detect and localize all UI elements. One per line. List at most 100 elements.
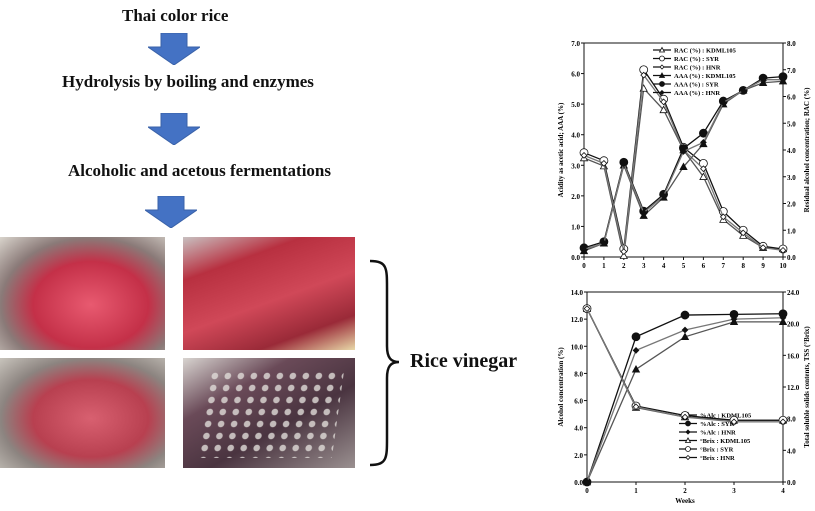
x-tick-label: 10 [780,262,788,270]
chart-acidity-alcohol: 0.0 1.0 2.0 3.0 4.0 5.0 6.0 7.0 0.0 1.0 2.0 3.0 4.0 5… [557,40,811,270]
data-point [681,326,689,334]
data-point [680,148,687,155]
data-point [779,314,787,322]
legend-marker [658,46,666,53]
legend-label: %Alc : HNR [700,430,736,437]
legend-label: %Alc : SYR [700,421,735,428]
data-point [580,245,588,253]
data-point [632,403,640,411]
y2-tick-label: 7.0 [787,67,796,75]
brace-icon [369,259,400,467]
data-point [640,71,648,79]
data-point [730,315,738,323]
y2-axis-label: Total soluble solids contents, TSS (°Bri… [803,326,811,448]
x-tick-label: 5 [682,262,686,270]
y2-tick-label: 20.0 [787,321,800,329]
data-point [600,239,608,247]
series-line [583,87,784,256]
arrow-down-icon [145,196,197,228]
x-tick-label: 0 [585,487,589,495]
data-point [680,332,690,340]
y2-tick-label: 6.0 [787,94,796,102]
legend-marker [658,72,666,78]
chart-alcohol-brix: 0.0 2.0 4.0 6.0 8.0 10.0 12.0 14.0 0.0 4.0 8.0 12.0… [557,289,811,505]
x-tick-label: 1 [634,487,638,495]
data-point [739,229,747,237]
y2-tick-label: 16.0 [787,352,800,360]
legend-marker [685,454,691,461]
data-point [680,310,690,320]
data-point [778,317,788,326]
y-tick-label: 12.0 [571,316,584,324]
data-point [730,418,738,426]
y-tick-label: 6.0 [574,398,583,406]
data-point [779,76,787,84]
y2-tick-label: 2.0 [787,201,796,209]
x-tick-label: 3 [732,487,736,495]
legend-label: AAA (%) : HNR [674,90,720,97]
y-axis-label: Alcohol concentration (%) [557,347,565,427]
data-point [719,213,727,221]
data-point [681,413,689,421]
y-tick-label: 8.0 [574,370,583,378]
y-tick-label: 4.0 [574,425,583,433]
data-point [620,160,628,168]
data-point [631,332,641,342]
y-tick-label: 10.0 [571,343,584,351]
y2-tick-label: 0.0 [787,479,796,487]
data-point [583,305,591,312]
legend-marker [685,446,691,452]
legend-label: °Brix : HNR [700,455,735,462]
x-tick-label: 8 [741,262,745,270]
y-tick-label: 2.0 [574,452,583,460]
step-fermentation: Alcoholic and acetous fermentations [68,161,332,180]
x-tick-label: 7 [722,262,726,270]
y-tick-label: 4.0 [571,132,580,140]
y2-tick-label: 4.0 [787,147,796,155]
y-tick-label: 2.0 [571,193,580,201]
y2-tick-label: 24.0 [787,289,800,297]
data-point [600,160,608,167]
data-point [779,246,787,254]
data-point [739,87,747,94]
y2-tick-label: 5.0 [787,120,796,128]
x-tick-label: 4 [781,487,785,495]
data-point [660,192,667,200]
legend-marker [659,89,665,96]
y2-tick-label: 1.0 [787,227,796,235]
y-tick-label: 7.0 [571,40,580,48]
data-point [759,76,767,84]
data-point [700,165,707,173]
arrow-down-icon [148,33,200,65]
data-point [580,151,588,159]
y-tick-label: 3.0 [571,162,580,170]
y-tick-label: 6.0 [571,71,580,79]
data-point [700,138,707,146]
photo-perforated-cover [183,358,355,468]
data-point [699,172,708,180]
photo-mash-in-tray [0,237,165,350]
photo-stirring-mash [0,358,165,468]
legend-marker [659,81,665,87]
data-point [640,209,648,217]
legend-marker [659,64,665,70]
x-axis-label: Weeks [675,497,695,505]
x-tick-label: 9 [761,262,765,270]
y-tick-label: 0.0 [571,254,580,262]
x-tick-label: 3 [642,262,646,270]
y2-tick-label: 8.0 [787,416,796,424]
series-line [583,75,784,249]
y2-tick-label: 8.0 [787,40,796,48]
y-tick-label: 1.0 [571,223,580,231]
data-point [779,418,787,426]
data-point [619,251,628,259]
step-raw-material: Thai color rice [122,6,229,25]
y2-tick-label: 12.0 [787,384,800,392]
y-tick-label: 0.0 [574,479,583,487]
legend-label: RAC (%) : HNR [674,65,721,72]
arrow-down-icon [148,113,200,145]
data-point [620,248,628,256]
x-tick-label: 6 [702,262,706,270]
legend-label: °Brix : KDML105 [700,438,751,445]
data-point [719,99,727,106]
